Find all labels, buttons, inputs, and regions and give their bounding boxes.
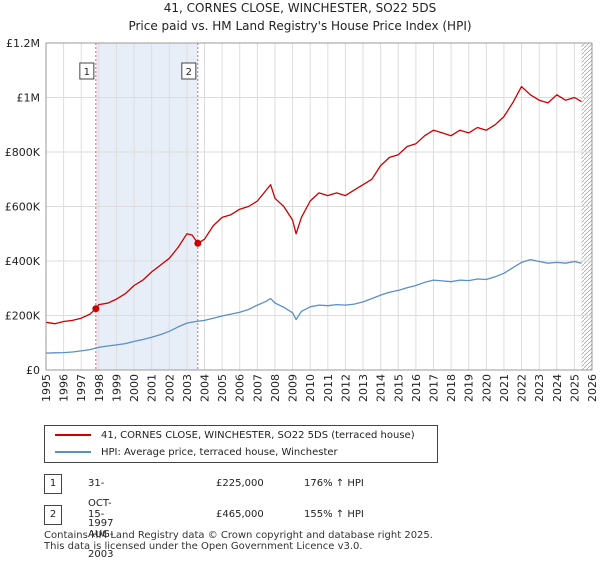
x-tick-label: 2015 — [392, 374, 405, 402]
sale-label-box — [79, 62, 95, 80]
x-tick-label: 1995 — [40, 374, 53, 402]
x-tick-label: 1996 — [58, 374, 71, 402]
x-tick-label: 2014 — [375, 374, 388, 402]
x-tick-label: 2005 — [216, 374, 229, 402]
x-tick-label: 2020 — [480, 374, 493, 402]
chart-subtitle: Price paid vs. HM Land Registry's House … — [128, 19, 471, 33]
x-tick-label: 2003 — [181, 374, 194, 402]
legend-label-property: 41, CORNES CLOSE, WINCHESTER, SO22 5DS (… — [101, 430, 415, 441]
x-tick-label: 2012 — [339, 374, 352, 402]
transaction-hpi-2: 155% ↑ HPI — [304, 509, 364, 520]
transaction-price-1: £225,000 — [216, 478, 264, 489]
y-tick-label: £400K — [5, 255, 41, 268]
x-tick-label: 2001 — [146, 374, 159, 402]
hpi-series-line — [45, 258, 582, 354]
x-tick-label: 2009 — [287, 374, 300, 402]
transaction-date-2: 15-AUG-2003 — [88, 509, 114, 560]
x-tick-label: 2019 — [463, 374, 476, 402]
x-tick-label: 2008 — [269, 374, 282, 402]
price-chart: 41, CORNES CLOSE, WINCHESTER, SO22 5DS P… — [5, 1, 599, 402]
legend-swatch-property — [55, 434, 91, 436]
transaction-price-2: £465,000 — [216, 509, 264, 520]
x-tick-label: 1998 — [93, 374, 106, 402]
x-tick-label: 2010 — [304, 374, 317, 402]
sale-label: 1 — [84, 67, 90, 78]
x-tick-label: 2023 — [533, 374, 546, 402]
y-tick-label: £200K — [5, 310, 41, 323]
sale-label-box — [181, 62, 197, 80]
y-tick-label: £1M — [17, 92, 41, 105]
x-tick-label: 2026 — [586, 374, 599, 402]
x-tick-label: 2000 — [128, 374, 141, 402]
transaction-hpi-1: 176% ↑ HPI — [304, 478, 364, 489]
plot-frame — [45, 42, 593, 371]
footer-copyright: Contains HM Land Registry data © Crown c… — [44, 530, 433, 541]
x-tick-label: 2004 — [199, 374, 212, 402]
sale-point — [92, 305, 100, 313]
x-tick-label: 2017 — [427, 374, 440, 402]
chart-title: 41, CORNES CLOSE, WINCHESTER, SO22 5DS — [164, 1, 436, 15]
x-tick-label: 1999 — [110, 374, 123, 402]
legend-label-hpi: HPI: Average price, terraced house, Winc… — [101, 447, 338, 458]
x-tick-label: 2016 — [410, 374, 423, 402]
legend-item-property: 41, CORNES CLOSE, WINCHESTER, SO22 5DS (… — [55, 428, 415, 444]
transaction-marker-2: 2 — [44, 505, 62, 525]
footer-licence: This data is licensed under the Open Gov… — [44, 541, 363, 552]
x-tick-label: 2013 — [357, 374, 370, 402]
x-tick-label: 2006 — [234, 374, 247, 402]
legend-swatch-hpi — [55, 451, 91, 453]
transaction-date-1: 31-OCT-1997 — [88, 478, 114, 529]
x-tick-label: 2024 — [551, 374, 564, 402]
x-tick-label: 2007 — [251, 374, 264, 402]
legend: 41, CORNES CLOSE, WINCHESTER, SO22 5DS (… — [44, 425, 438, 463]
x-tick-label: 2011 — [322, 374, 335, 402]
legend-item-hpi: HPI: Average price, terraced house, Winc… — [55, 445, 338, 461]
x-tick-label: 1997 — [75, 374, 88, 402]
y-tick-label: £1.2M — [6, 37, 40, 50]
transaction-marker-1: 1 — [44, 474, 62, 494]
sale-label: 2 — [186, 67, 192, 78]
y-tick-label: £800K — [5, 146, 41, 159]
y-tick-label: £0 — [26, 364, 40, 377]
x-tick-label: 2025 — [568, 374, 581, 402]
sale-point — [194, 239, 202, 247]
x-tick-label: 2002 — [163, 374, 176, 402]
x-tick-label: 2022 — [516, 374, 529, 402]
y-tick-label: £600K — [5, 201, 41, 214]
x-tick-label: 2018 — [445, 374, 458, 402]
property-series-line — [45, 85, 582, 325]
x-tick-label: 2021 — [498, 374, 511, 402]
footer: Contains HM Land Registry data © Crown c… — [44, 530, 433, 552]
plot-area: 1 2 £0 £200K £400K £600K £800K £1M £1.2M 1995 1996… — [5, 37, 599, 402]
